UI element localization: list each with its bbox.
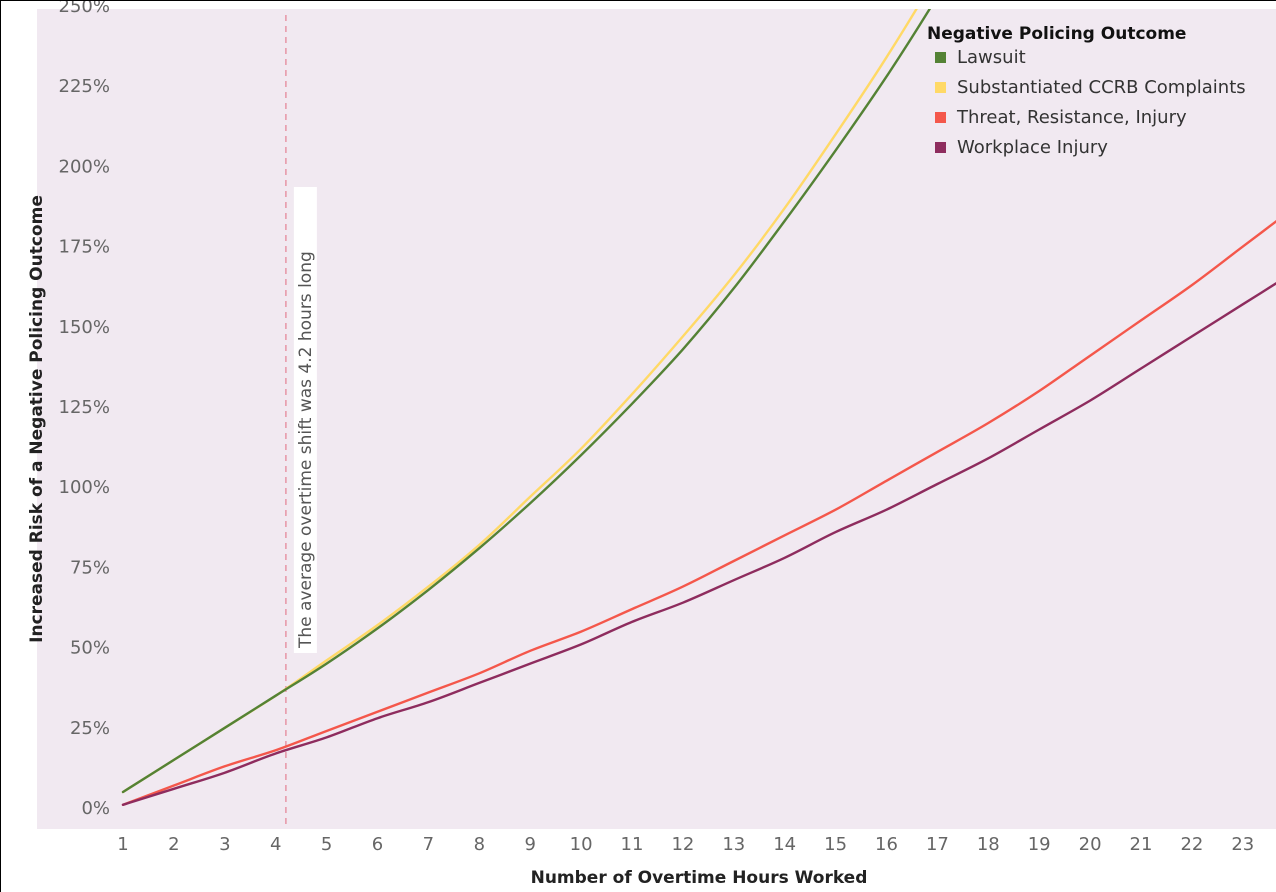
y-tick-label: 25% xyxy=(70,718,110,739)
y-axis-title: Increased Risk of a Negative Policing Ou… xyxy=(27,195,47,643)
x-tick-label: 9 xyxy=(524,834,535,855)
x-tick-label: 23 xyxy=(1231,834,1254,855)
plot-area xyxy=(37,9,1276,829)
x-tick-label: 1 xyxy=(117,834,128,855)
x-tick-label: 18 xyxy=(977,834,1000,855)
x-tick-label: 13 xyxy=(722,834,745,855)
x-tick-label: 2 xyxy=(168,834,179,855)
legend-title: Negative Policing Outcome xyxy=(927,24,1186,44)
y-tick-label: 250% xyxy=(59,1,110,17)
x-tick-label: 12 xyxy=(671,834,694,855)
legend-label: Workplace Injury xyxy=(957,137,1108,158)
legend: Negative Policing Outcome Lawsuit Substan… xyxy=(927,24,1246,158)
legend-label: Substantiated CCRB Complaints xyxy=(957,77,1246,98)
x-tick-label: 19 xyxy=(1028,834,1051,855)
x-tick-label: 10 xyxy=(570,834,593,855)
legend-label: Lawsuit xyxy=(957,47,1026,68)
x-tick-label: 8 xyxy=(474,834,485,855)
legend-swatch xyxy=(935,112,946,123)
legend-swatch xyxy=(935,52,946,63)
y-tick-label: 0% xyxy=(81,798,110,819)
x-tick-label: 4 xyxy=(270,834,281,855)
x-tick-label: 16 xyxy=(875,834,898,855)
x-tick-label: 6 xyxy=(372,834,383,855)
x-tick-label: 5 xyxy=(321,834,332,855)
y-tick-label: 200% xyxy=(59,156,110,177)
y-tick-label: 125% xyxy=(59,397,110,418)
x-tick-label: 7 xyxy=(423,834,434,855)
x-tick-label: 11 xyxy=(621,834,644,855)
y-tick-label: 175% xyxy=(59,237,110,258)
x-tick-label: 20 xyxy=(1079,834,1102,855)
y-tick-label: 100% xyxy=(59,477,110,498)
series-line-substantiated-ccrb-complaints xyxy=(121,9,918,794)
y-tick-label: 150% xyxy=(59,317,110,338)
y-axis-ticks: 0% 25% 50% 75% 100% 125% 150% 175% 200% 225% 250% xyxy=(59,1,110,819)
y-tick-label: 225% xyxy=(59,76,110,97)
series-lines xyxy=(121,9,1276,806)
top-band xyxy=(1,1,1276,9)
x-axis-title: Number of Overtime Hours Worked xyxy=(531,868,868,888)
y-tick-label: 75% xyxy=(70,557,110,578)
average-shift-annotation: The average overtime shift was 4.2 hours… xyxy=(296,251,316,649)
y-tick-label: 50% xyxy=(70,638,110,659)
x-tick-label: 3 xyxy=(219,834,230,855)
x-axis-ticks: 123456789101112131415161718192021222324 xyxy=(117,834,1254,855)
series-line-threat-resistance-injury xyxy=(121,219,1276,806)
series-line-lawsuit xyxy=(121,9,932,794)
x-tick-label: 22 xyxy=(1180,834,1203,855)
legend-swatch xyxy=(935,82,946,93)
annotation-background xyxy=(293,187,317,653)
x-tick-label: 21 xyxy=(1130,834,1153,855)
series-line-workplace-injury xyxy=(121,282,1276,806)
x-tick-label: 15 xyxy=(824,834,847,855)
x-tick-label: 14 xyxy=(773,834,796,855)
x-tick-label: 17 xyxy=(926,834,949,855)
legend-swatch xyxy=(935,142,946,153)
legend-label: Threat, Resistance, Injury xyxy=(956,107,1187,128)
